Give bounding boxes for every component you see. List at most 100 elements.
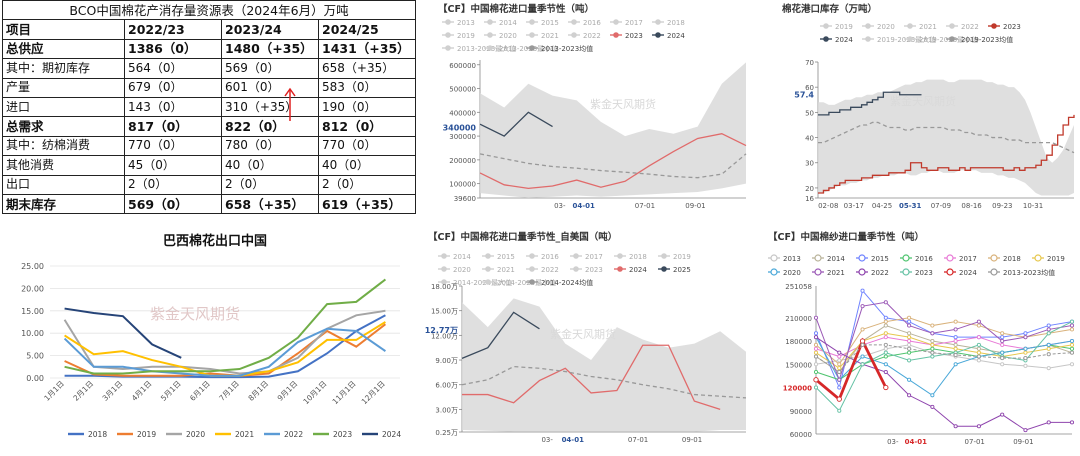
legend-label: 2023: [625, 32, 643, 40]
series-point-2019: [883, 331, 888, 336]
x-tick-label: 4月1日: [130, 379, 154, 403]
table-cell: 期末库存: [2, 193, 125, 215]
y-tick-label: 180000: [785, 338, 812, 346]
y-tick-label: 600000: [449, 62, 476, 70]
series-point-2020: [883, 362, 888, 367]
series-point-2020: [1069, 338, 1075, 344]
legend-marker: [865, 36, 871, 42]
highlight-value-label: 340000: [443, 124, 477, 133]
legend-label: 2024: [382, 430, 401, 439]
series-point-2013: [813, 362, 819, 367]
legend-marker: [445, 45, 451, 51]
series-point-2013-2023均值: [1023, 356, 1028, 361]
legend-label: 2023: [915, 269, 933, 277]
legend-label: 2013-2023均值: [1003, 268, 1055, 277]
series-point-2022: [953, 424, 958, 429]
x-tick-label: 07-09: [931, 202, 951, 210]
cotton-yarn-import-seasonal-chart: 【CF】中国棉纱进口量季节性（吨） 2013 2014 2015 2016 2017 201…: [760, 228, 1080, 452]
series-point-2023: [1046, 331, 1051, 336]
series-point-2013-2023均值: [1046, 352, 1051, 357]
table-row: 其他消费 45（0） 40（0） 40（0）: [2, 155, 416, 176]
table-cell: 564（0）: [124, 58, 222, 79]
legend-label: 2013-2023均值: [541, 44, 593, 53]
legend-label: 2020: [186, 430, 205, 439]
us-import-seasonal-chart: 【CF】中国棉花进口量季节性_自美国（吨） 2014 2015 2016 2017 201…: [420, 228, 750, 452]
table-row: 期末库存 569（0） 658（+35） 619（+35）: [2, 193, 416, 215]
table-cell: 1386（0）: [124, 38, 222, 60]
series-point-2019: [976, 350, 981, 355]
table-cell: 其他消费: [2, 155, 125, 176]
series-line-2024: [815, 337, 888, 402]
y-tick-label: 25.00: [21, 262, 44, 271]
y-tick-label: 50: [805, 109, 814, 117]
series-point-2019: [907, 335, 912, 340]
legend-label: 2014: [827, 255, 845, 263]
series-point-2019: [1069, 342, 1075, 347]
x-tick-label: 04-01: [905, 438, 928, 446]
legend-marker: [573, 253, 579, 259]
series-point-2021: [1023, 335, 1028, 340]
series-line-2015: [815, 289, 1073, 390]
legend-label: 2019: [673, 253, 691, 261]
table-cell: 822（0）: [221, 116, 319, 137]
range-band: [480, 62, 746, 198]
series-point-2019: [930, 342, 935, 347]
table-cell: 770（0）: [318, 135, 416, 157]
y-tick-label: 20.00: [21, 284, 44, 293]
series-line-2023: [64, 278, 387, 375]
series-point-2015: [953, 335, 958, 340]
table-title: BCO中国棉花产消存量资源表（2024年6月）万吨: [2, 0, 416, 21]
y-tick-label: 5.00: [26, 352, 44, 361]
series-line-2019-2023均值: [818, 121, 1075, 154]
y-tick-label: 20: [805, 185, 814, 193]
legend-label: 2020: [453, 266, 471, 274]
table-cell: 其中：期初库存: [2, 58, 125, 79]
x-tick-label: 09-01: [1013, 438, 1033, 446]
series-point-2022: [907, 393, 912, 398]
series-point-2020: [930, 393, 935, 398]
series-point-2013: [1023, 363, 1028, 368]
series-point-2018: [907, 315, 912, 320]
series-line-2023: [818, 114, 1075, 194]
legend-label: 2019: [137, 430, 156, 439]
series-line-2013-2023均值: [815, 344, 1073, 373]
series-point-2024: [859, 338, 866, 344]
legend-marker: [770, 268, 778, 276]
legend-label: 2025: [673, 266, 691, 274]
series-line-2025: [461, 311, 540, 359]
series-point-2016: [907, 350, 912, 355]
series-point-2016: [930, 346, 935, 351]
series-point-2013-2023均值: [976, 354, 981, 359]
series-point-2022: [1000, 412, 1005, 417]
legend-marker: [865, 23, 871, 29]
series-point-2023: [883, 350, 888, 355]
x-tick-label: 1月1日: [42, 379, 66, 403]
series-point-2018: [883, 319, 888, 324]
series-point-2016: [813, 369, 819, 375]
table-row: 产量 679（0） 601（0） 583（0）: [2, 77, 416, 98]
y-tick-label: 30: [805, 160, 814, 168]
table-cell: 143（0）: [124, 96, 222, 118]
series-point-2013-2023均值: [837, 369, 842, 375]
series-point-2013-2023均值: [860, 342, 865, 347]
legend-marker: [949, 36, 955, 42]
table-cell: 2024/25: [318, 19, 416, 40]
chart-title: 巴西棉花出口中国: [163, 233, 267, 249]
table-cell: 619（+35）: [318, 193, 416, 215]
legend-marker: [571, 19, 577, 25]
series-point-2021: [813, 315, 819, 320]
series-point-2021: [976, 319, 981, 324]
y-tick-label: 39600: [454, 195, 476, 203]
table-cell: 2（0）: [318, 174, 416, 195]
series-point-2024: [883, 384, 889, 391]
y-tick-label: 210000: [785, 315, 812, 323]
table-cell: 2022/23: [124, 19, 222, 40]
series-point-2013: [1069, 362, 1075, 367]
legend-marker: [571, 32, 577, 38]
series-point-2022: [930, 404, 935, 409]
series-point-2019: [953, 346, 958, 351]
series-point-2017: [813, 346, 819, 351]
legend-marker: [902, 268, 910, 276]
legend-marker: [946, 254, 954, 262]
legend-label: 2019: [457, 32, 475, 40]
